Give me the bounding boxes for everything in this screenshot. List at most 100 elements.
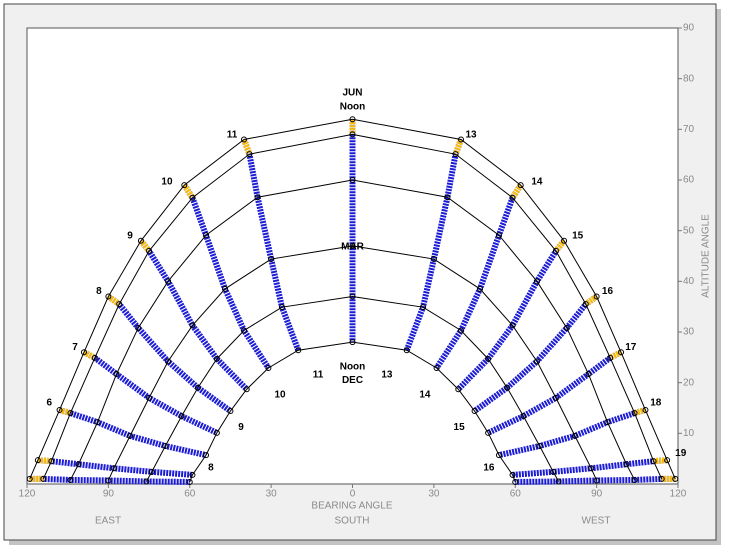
curve-point: [430, 256, 437, 263]
y-tick-label: 60: [683, 175, 695, 186]
curve-point: [110, 465, 117, 472]
curve-point: [471, 408, 478, 415]
sun-path-curve: [29, 118, 676, 480]
annotation: JUN: [342, 87, 362, 98]
y-axis-label: ALTITUDE ANGLE: [701, 214, 712, 298]
annotation: 9: [127, 230, 133, 241]
hour-line-top: [584, 294, 599, 307]
curve-point: [563, 324, 570, 331]
annotation: 14: [419, 389, 431, 400]
annotation: 11: [227, 130, 238, 141]
annotation: MAR: [341, 242, 365, 253]
direction-label: EAST: [95, 516, 121, 527]
curve-point: [509, 322, 516, 329]
curve-point: [162, 443, 169, 449]
y-tick-label: 70: [683, 124, 695, 135]
curve-point: [555, 478, 562, 485]
curve-point: [178, 413, 185, 420]
curve-point: [672, 475, 679, 482]
curve-point: [495, 452, 502, 459]
annotation: 18: [650, 398, 662, 409]
x-tick-label: 0: [350, 489, 356, 500]
annotation: 16: [483, 462, 495, 473]
hour-line: [512, 457, 668, 478]
curve-point: [349, 339, 356, 346]
annotation: 19: [675, 448, 687, 459]
curve-point: [631, 476, 638, 483]
curve-point: [433, 364, 440, 371]
curve-point: [94, 419, 101, 426]
curve-point: [458, 136, 464, 143]
curve-point: [517, 182, 524, 189]
curve-point: [165, 358, 172, 365]
curve-point: [189, 471, 196, 478]
y-tick-label: 40: [683, 276, 695, 287]
curve-point: [536, 443, 543, 449]
x-tick-label: 30: [266, 489, 278, 500]
curve-point: [504, 384, 511, 391]
curve-point: [105, 293, 112, 300]
curve-point: [105, 477, 112, 484]
curve-point: [148, 468, 155, 475]
curve-point: [349, 116, 356, 123]
y-tick-label: 20: [683, 377, 695, 388]
curve-point: [593, 477, 600, 484]
curve-point: [512, 478, 519, 485]
curve-point: [593, 293, 600, 300]
annotation: 8: [208, 462, 214, 473]
direction-label: WEST: [582, 516, 611, 527]
y-tick-label: 80: [683, 73, 695, 84]
hour-line-top: [37, 457, 52, 465]
curve-point: [227, 408, 234, 415]
hour-line-top: [82, 349, 97, 361]
curve-point: [452, 151, 459, 158]
annotation: 7: [72, 342, 78, 353]
curve-point: [213, 355, 220, 362]
curve-point: [349, 293, 356, 300]
curve-point: [56, 407, 63, 414]
annotation: 13: [465, 130, 477, 141]
annotation: 14: [531, 177, 543, 188]
curve-point: [67, 476, 74, 483]
curve-point: [476, 285, 483, 292]
curve-point: [642, 407, 649, 414]
x-tick-label: 120: [19, 489, 36, 500]
annotation: 17: [625, 342, 637, 353]
curve-point: [552, 394, 559, 401]
curve-point: [658, 475, 665, 482]
x-tick-label: 90: [103, 489, 115, 500]
curve-point: [485, 429, 492, 436]
curve-point: [116, 301, 123, 308]
sun-path-curve: [69, 179, 636, 481]
annotation: 11: [313, 370, 324, 381]
curve-point: [137, 237, 144, 244]
curve-point: [295, 347, 302, 354]
curve-point: [420, 304, 427, 311]
hour-line: [37, 457, 193, 478]
curve-point: [607, 354, 614, 361]
curve-point: [241, 327, 247, 334]
annotation: 10: [275, 389, 287, 400]
curve-point: [585, 371, 592, 378]
annotation: 9: [238, 422, 244, 433]
curve-point: [213, 429, 220, 436]
annotation: 8: [96, 286, 102, 297]
curve-point: [265, 364, 272, 371]
curve-point: [165, 278, 172, 285]
curve-point: [26, 475, 33, 482]
curve-point: [203, 232, 210, 239]
curve-point: [203, 452, 210, 459]
curve-point: [243, 386, 250, 393]
curve-point: [403, 347, 410, 354]
curve-point: [127, 432, 134, 439]
annotation: Noon: [340, 102, 366, 113]
x-tick-label: 90: [591, 489, 603, 500]
curve-point: [509, 194, 516, 201]
hour-line-top: [608, 349, 623, 361]
hour-line: [106, 294, 233, 414]
curve-point: [48, 458, 55, 465]
curve-point: [254, 194, 261, 201]
curve-point: [146, 247, 153, 254]
curve-point: [34, 457, 41, 464]
y-tick-label: 90: [683, 23, 695, 34]
